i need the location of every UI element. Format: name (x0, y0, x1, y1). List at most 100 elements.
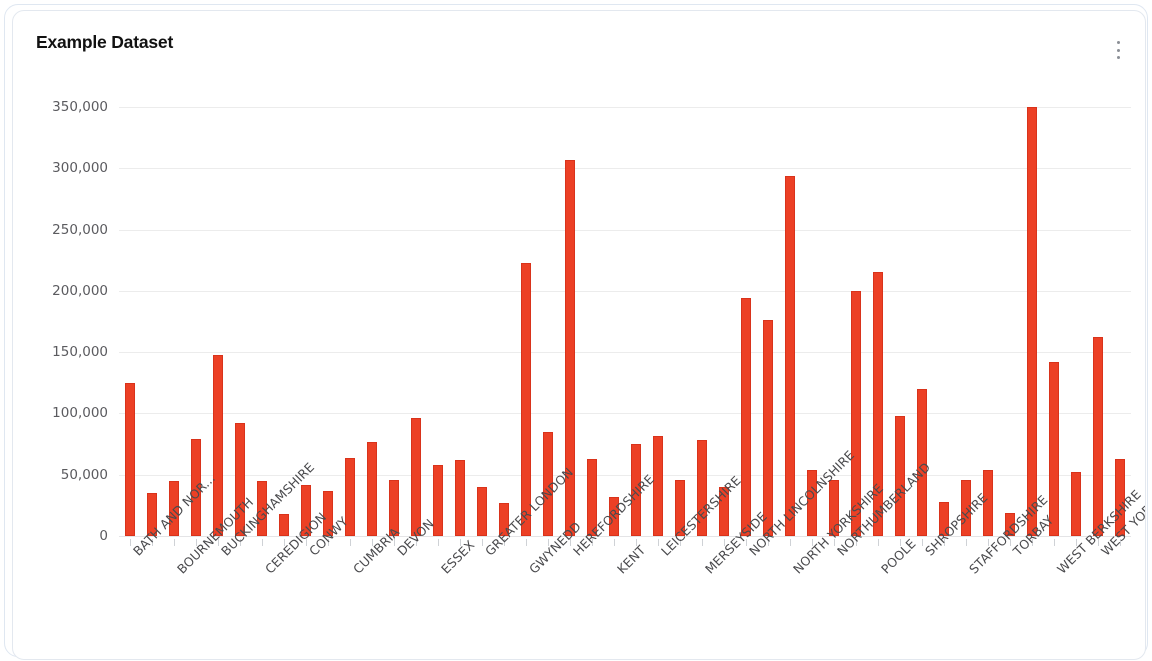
x-axis-tick (746, 539, 747, 546)
bar[interactable] (917, 388, 927, 536)
x-axis-tick (966, 539, 967, 546)
x-axis-tick (636, 539, 637, 546)
x-axis-tick (944, 539, 945, 546)
bar[interactable] (1027, 107, 1037, 536)
bar[interactable] (785, 175, 795, 536)
y-axis-tick-label: 300,000 (52, 160, 108, 177)
bar[interactable] (213, 354, 223, 536)
bar[interactable] (851, 290, 861, 536)
x-axis-tick (394, 539, 395, 546)
x-axis-tick (152, 539, 153, 546)
y-axis-tick-label: 50,000 (60, 466, 108, 483)
x-axis-tick (240, 539, 241, 546)
bar-chart: 0 50,000 100,000 150,000 200,000 250,000 300,0… (13, 11, 1145, 659)
plot-area: 0 50,000 100,000 150,000 200,000 250,000 300,0… (52, 99, 1145, 577)
kebab-dot-1 (1116, 41, 1120, 44)
bar[interactable] (521, 262, 531, 536)
bar[interactable] (477, 486, 487, 536)
bar[interactable] (873, 272, 883, 536)
y-axis-tick-label: 100,000 (52, 405, 108, 422)
bar[interactable] (719, 486, 729, 536)
x-axis-tick (328, 539, 329, 546)
y-axis-tick-label: 150,000 (52, 344, 108, 361)
chart-card: Example Dataset 0 50,000 100,000 150,000 200… (12, 10, 1146, 660)
bar-series (119, 107, 1131, 536)
bar[interactable] (1005, 512, 1015, 536)
bar[interactable] (961, 479, 971, 536)
gridline (119, 107, 1131, 108)
x-axis-tick (350, 539, 351, 546)
x-axis-tick (922, 539, 923, 546)
x-axis-label: ESSEX (438, 537, 478, 577)
bar[interactable] (323, 490, 333, 536)
bar[interactable] (895, 415, 905, 536)
gridline (119, 290, 1131, 292)
bar[interactable] (169, 480, 179, 536)
x-axis-tick (614, 539, 615, 546)
bar[interactable] (1049, 361, 1059, 536)
x-axis-tick (438, 539, 439, 546)
bar[interactable] (631, 444, 641, 536)
bar[interactable] (983, 469, 993, 536)
bar[interactable] (147, 493, 157, 536)
bar[interactable] (587, 458, 597, 536)
bar[interactable] (697, 440, 707, 536)
x-axis-label: POOLE (878, 535, 919, 577)
x-axis-tick (1032, 539, 1033, 546)
x-axis-tick (856, 539, 857, 546)
x-axis-tick (1010, 539, 1011, 546)
x-axis-tick (130, 539, 131, 546)
bar[interactable] (1071, 472, 1081, 536)
bar[interactable] (191, 439, 201, 536)
x-axis-tick (768, 539, 769, 546)
bar[interactable] (279, 513, 289, 536)
bar[interactable] (411, 418, 421, 536)
bar[interactable] (543, 431, 553, 536)
bar[interactable] (433, 464, 443, 536)
bar[interactable] (125, 382, 135, 536)
bar[interactable] (257, 480, 267, 536)
bar[interactable] (345, 457, 355, 536)
bar[interactable] (455, 460, 465, 536)
gridline (119, 413, 1131, 415)
x-axis-tick (658, 539, 659, 546)
x-axis-tick (988, 539, 989, 546)
bar[interactable] (653, 435, 663, 536)
y-axis-tick-label: 250,000 (52, 221, 108, 238)
bar[interactable] (741, 298, 751, 536)
bar[interactable] (235, 423, 245, 536)
x-axis-tick (196, 539, 197, 546)
x-axis-tick (262, 539, 263, 546)
bar[interactable] (367, 441, 377, 536)
kebab-menu-icon[interactable] (1109, 39, 1127, 61)
x-axis-tick (724, 539, 725, 546)
kebab-dot-3 (1116, 56, 1120, 59)
gridline (119, 474, 1131, 476)
x-axis-tick (284, 539, 285, 546)
bar[interactable] (301, 484, 311, 536)
x-axis-tick (526, 539, 527, 546)
bar[interactable] (389, 479, 399, 536)
bar[interactable] (565, 159, 575, 536)
x-axis-tick (1076, 539, 1077, 546)
kebab-dot-2 (1116, 48, 1120, 52)
bar[interactable] (1115, 458, 1125, 536)
x-axis-tick (834, 539, 835, 546)
bar[interactable] (675, 479, 685, 536)
bar[interactable] (1093, 337, 1103, 536)
bar[interactable] (499, 502, 509, 536)
x-axis-tick (218, 539, 219, 546)
bar[interactable] (609, 496, 619, 536)
x-axis-tick (570, 539, 571, 546)
bar[interactable] (807, 469, 817, 536)
y-axis-tick-label: 350,000 (52, 99, 108, 115)
gridline (119, 352, 1131, 354)
y-axis-tick-label: 200,000 (52, 282, 108, 299)
x-axis-tick (174, 539, 175, 546)
x-axis-tick (416, 539, 417, 546)
bar[interactable] (829, 479, 839, 536)
bar[interactable] (939, 501, 949, 536)
gridline (119, 536, 1131, 537)
bar[interactable] (763, 320, 773, 536)
